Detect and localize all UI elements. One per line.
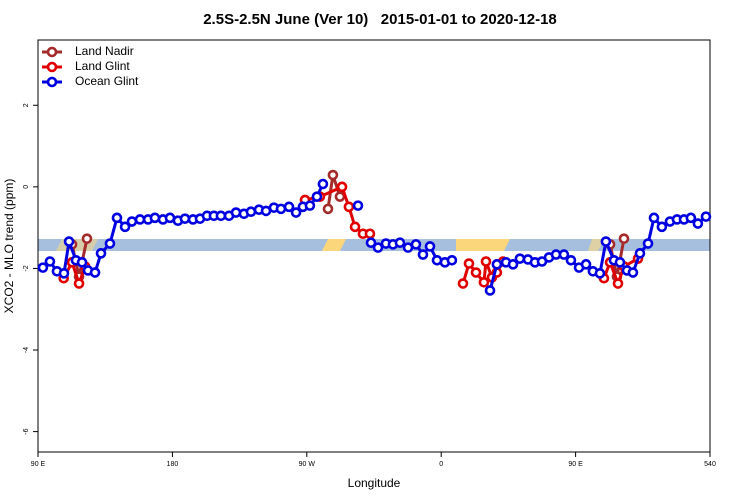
data-point <box>507 259 519 270</box>
data-point <box>275 203 287 215</box>
y-tick-label: -6 <box>23 428 30 434</box>
data-point <box>44 256 56 267</box>
data-point <box>334 191 346 202</box>
data-point <box>656 221 668 233</box>
data-point <box>480 256 492 267</box>
data-point <box>352 200 364 211</box>
data-point <box>410 239 422 250</box>
data-point <box>336 181 348 193</box>
land-band <box>588 239 604 251</box>
data-point <box>618 233 630 244</box>
data-point <box>692 218 704 229</box>
data-point <box>245 206 257 218</box>
data-point <box>648 212 660 224</box>
data-point <box>417 249 429 260</box>
x-axis-label: Longitude <box>348 476 401 490</box>
chart-title: 2.5S-2.5N June (Ver 10) 2015-01-01 to 20… <box>203 11 557 28</box>
data-point <box>104 238 116 249</box>
x-tick-label: 90 W <box>299 461 316 468</box>
data-point <box>627 267 639 278</box>
data-point <box>457 278 469 289</box>
data-point <box>372 242 384 253</box>
data-point <box>73 278 85 289</box>
y-tick-label: -4 <box>23 347 30 353</box>
legend-label: Ocean Glint <box>75 74 139 88</box>
y-tick-label: 2 <box>23 103 30 107</box>
data-point <box>311 191 323 202</box>
land-band <box>322 239 346 251</box>
land-band <box>456 239 510 251</box>
legend-label: Land Nadir <box>75 44 134 58</box>
data-point <box>614 257 626 268</box>
data-point <box>470 267 482 278</box>
data-point <box>634 248 646 259</box>
y-tick-label: 0 <box>23 185 30 189</box>
plot-frame <box>37 39 711 453</box>
legend-marker <box>46 61 58 73</box>
data-point <box>565 254 577 266</box>
data-point <box>37 262 49 273</box>
data-point <box>446 254 458 266</box>
data-point <box>343 201 355 213</box>
series-line <box>488 214 707 291</box>
data-point <box>89 267 101 278</box>
x-tick-label: 90 E <box>568 461 583 468</box>
data-point <box>600 236 612 247</box>
x-tick-label: 540 <box>704 461 716 468</box>
legend-label: Land Glint <box>75 59 130 73</box>
data-point <box>514 253 526 264</box>
data-point <box>700 211 712 222</box>
data-point <box>126 216 138 227</box>
data-point <box>81 233 93 244</box>
data-point <box>558 249 570 260</box>
data-point <box>463 258 475 269</box>
data-point <box>58 268 70 279</box>
data-point <box>317 178 329 190</box>
legend-marker <box>46 46 58 58</box>
data-point <box>642 238 654 249</box>
data-point <box>491 259 503 270</box>
data-point <box>580 259 592 270</box>
data-point <box>365 237 377 249</box>
data-point <box>478 277 490 288</box>
x-tick-label: 180 <box>167 461 179 468</box>
data-point <box>283 201 295 213</box>
data-point <box>63 236 75 247</box>
data-point <box>76 257 88 268</box>
data-point <box>685 212 697 224</box>
data-point <box>179 213 191 224</box>
x-tick-label: 90 E <box>31 461 46 468</box>
y-axis-label: XCO2 - MLO trend (ppm) <box>2 179 16 314</box>
data-point <box>327 169 339 181</box>
data-point <box>349 221 361 233</box>
data-point <box>290 207 302 218</box>
data-point <box>304 200 316 211</box>
data-point <box>119 221 131 233</box>
data-point <box>111 212 123 224</box>
data-point <box>612 278 624 289</box>
data-point <box>364 228 376 240</box>
data-point <box>95 248 107 259</box>
data-point <box>322 203 334 215</box>
data-point <box>424 241 436 252</box>
data-point <box>394 237 406 249</box>
data-point <box>484 285 496 296</box>
legend-marker <box>46 76 58 88</box>
data-point <box>149 212 161 224</box>
data-point <box>594 268 606 279</box>
x-tick-label: 0 <box>439 461 443 468</box>
y-tick-label: -2 <box>23 265 30 271</box>
